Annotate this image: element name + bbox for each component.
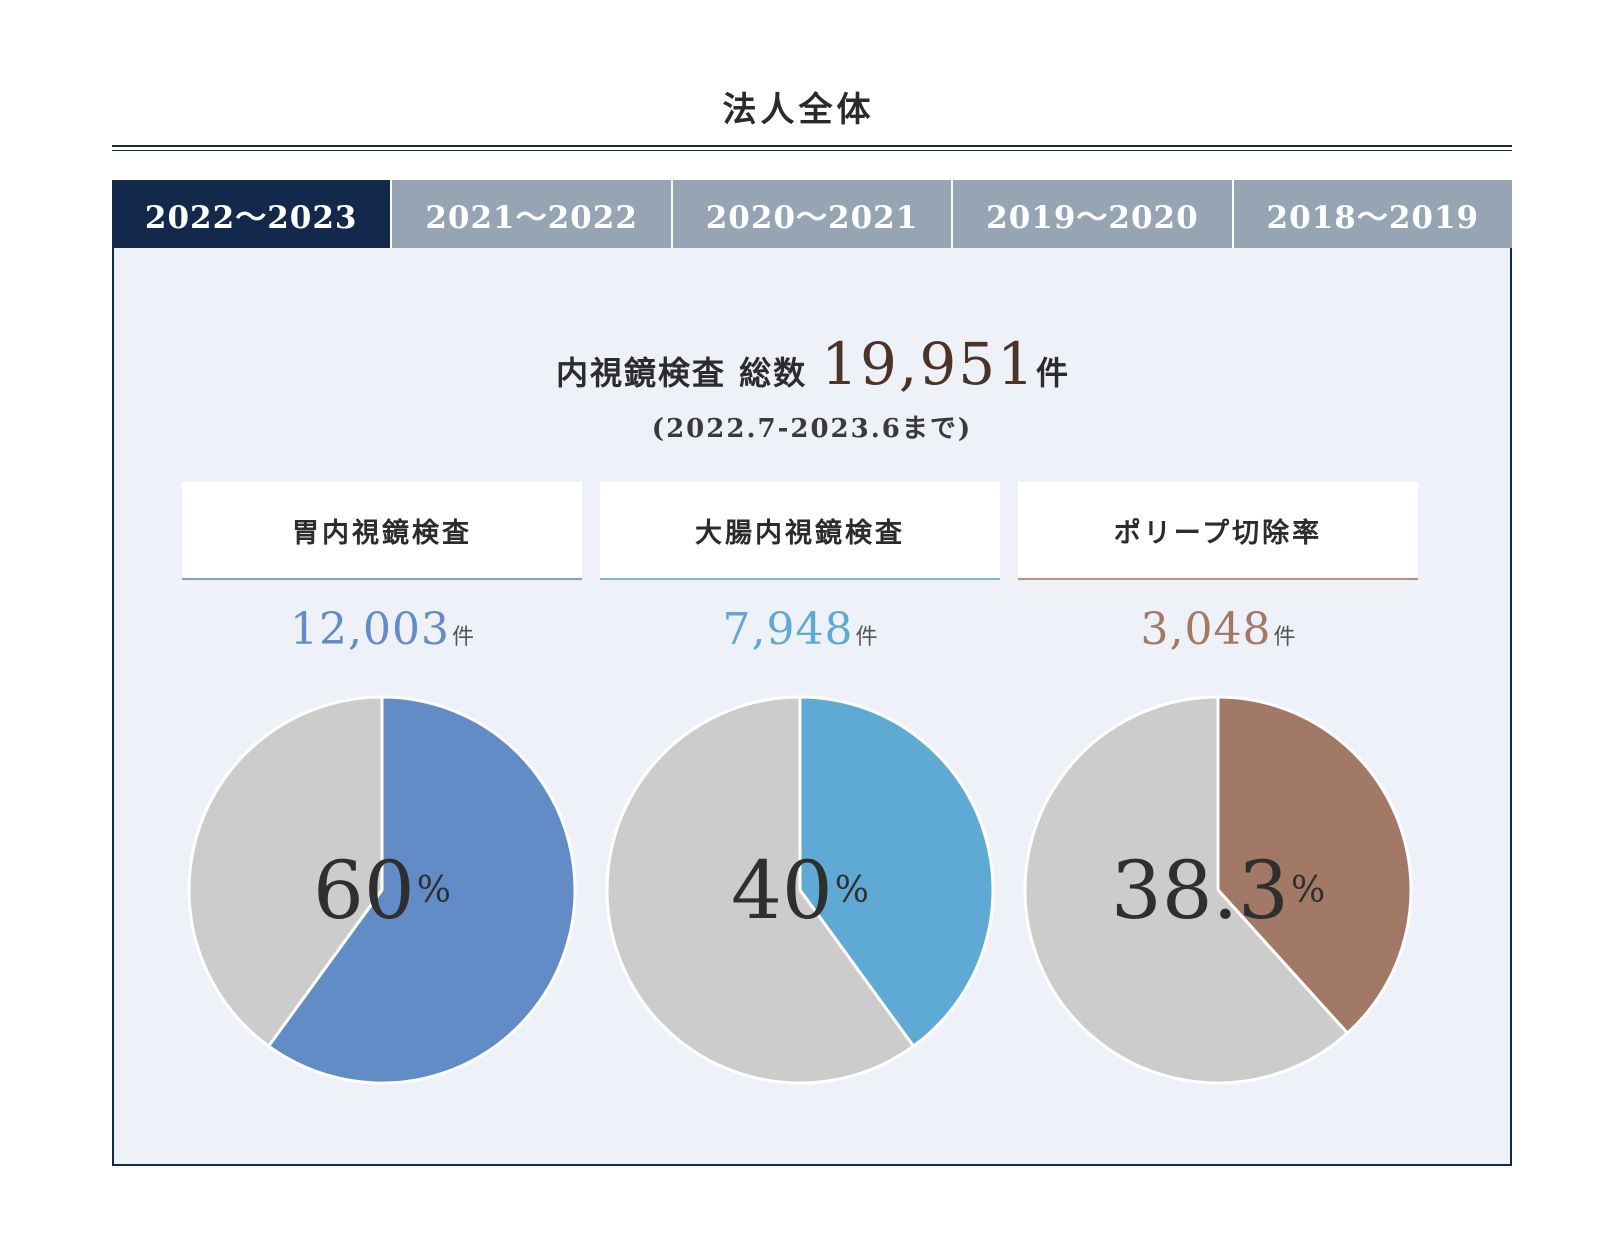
total-label: 内視鏡検査 総数 <box>555 354 808 392</box>
percent-value: 40 <box>730 843 833 937</box>
card-title: 胃内視鏡検査 <box>182 482 582 578</box>
card-underline <box>1018 578 1418 580</box>
card-count: 12,003 件 <box>182 604 582 684</box>
count-value: 7,948 <box>722 604 854 655</box>
percent-unit: % <box>416 869 451 911</box>
title-rule-thin <box>112 150 1512 151</box>
pie-slice-remainder <box>605 695 915 1085</box>
pie-chart: 40% <box>600 690 1000 1090</box>
pie-chart: 38.3% <box>1018 690 1418 1090</box>
title-rule-thick <box>112 145 1512 147</box>
page-title: 法人全体 <box>722 90 875 130</box>
count-value: 12,003 <box>290 604 450 655</box>
year-tabs: 2022〜2023 2021〜2022 2020〜2021 2019〜2020 … <box>112 180 1513 248</box>
count-value: 3,048 <box>1140 604 1272 655</box>
tab-2020-2021[interactable]: 2020〜2021 <box>670 180 952 248</box>
count-unit: 件 <box>855 625 878 650</box>
percent-unit: % <box>834 869 869 911</box>
percent-label: 40% <box>600 690 1000 1090</box>
total-summary: 内視鏡検査 総数 19,951件 <box>114 330 1510 400</box>
period-label: (2022.7-2023.6まで) <box>651 414 973 444</box>
pie-slice-value <box>1216 695 1413 1035</box>
total-value: 19,951 <box>821 330 1037 398</box>
card-gastric: 胃内視鏡検査 12,003 件 60% <box>182 482 582 1090</box>
card-underline <box>600 578 1000 580</box>
percent-value: 38.3 <box>1110 843 1289 937</box>
tab-2019-2020[interactable]: 2019〜2020 <box>951 180 1232 248</box>
tab-2021-2022[interactable]: 2021〜2022 <box>390 180 671 248</box>
pie-svg <box>187 695 577 1085</box>
card-count: 3,048 件 <box>1018 604 1418 684</box>
card-colon: 大腸内視鏡検査 7,948 件 40% <box>600 482 1000 1090</box>
pie-svg <box>1023 695 1413 1085</box>
percent-unit: % <box>1290 869 1326 911</box>
card-polyp: ポリープ切除率 3,048 件 38.3% <box>1018 482 1418 1090</box>
tab-2018-2019[interactable]: 2018〜2019 <box>1231 180 1513 248</box>
card-title: 大腸内視鏡検査 <box>600 482 1000 578</box>
pie-chart: 60% <box>182 690 582 1090</box>
card-underline <box>182 578 582 580</box>
pie-slice-remainder <box>187 695 384 1048</box>
card-count: 7,948 件 <box>600 604 1000 684</box>
stats-panel: 内視鏡検査 総数 19,951件 (2022.7-2023.6まで) 胃内視鏡検査… <box>112 248 1512 1166</box>
percent-label: 60% <box>182 690 582 1090</box>
tab-2022-2023[interactable]: 2022〜2023 <box>112 180 391 248</box>
pie-slice-value <box>267 695 577 1085</box>
pie-slice-value <box>798 695 995 1048</box>
percent-value: 60 <box>312 843 415 937</box>
pie-svg <box>605 695 995 1085</box>
pie-slice-remainder <box>1023 695 1349 1085</box>
count-unit: 件 <box>1273 625 1296 650</box>
card-title: ポリープ切除率 <box>1018 482 1418 578</box>
percent-label: 38.3% <box>1018 690 1418 1090</box>
count-unit: 件 <box>451 625 474 650</box>
total-unit: 件 <box>1036 354 1069 392</box>
